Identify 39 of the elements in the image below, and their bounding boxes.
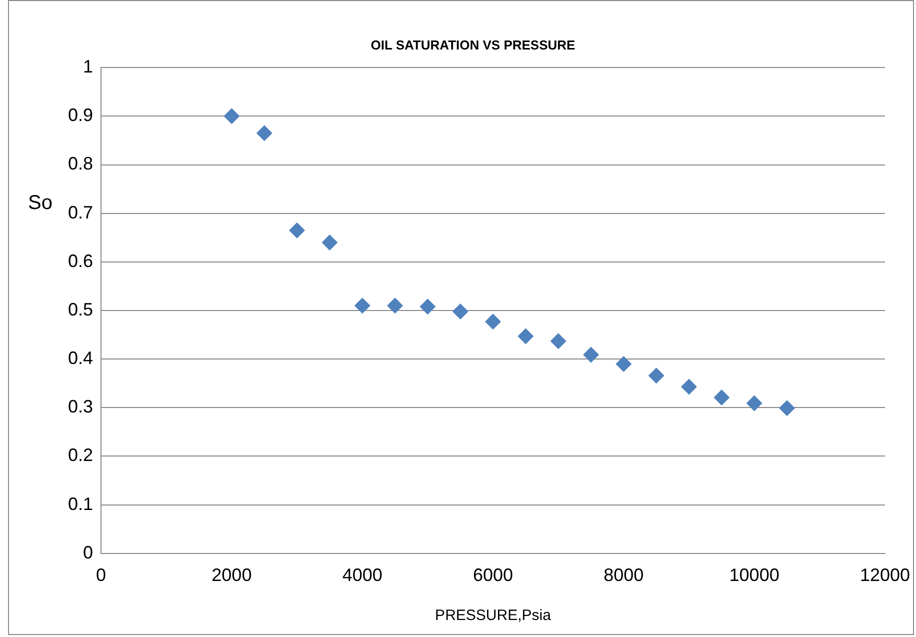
point [746,395,762,412]
point [550,333,566,350]
point [224,108,240,124]
x-tick-label: 6000 [472,565,514,586]
point [322,234,338,250]
point [616,356,632,372]
y-tick-label: 0.8 [68,154,94,174]
x-tick-label: 0 [96,565,106,586]
y-tick-label: 0.7 [68,202,94,222]
y-tick-label: 0.5 [68,299,94,320]
point [714,389,730,406]
point [518,328,534,344]
point [387,298,404,314]
y-tick-label: 0.2 [68,445,94,466]
y-axis-title: So [28,192,52,214]
point [485,314,501,330]
point [648,368,664,384]
point [680,378,697,395]
x-tick-label: 2000 [212,565,252,586]
point [289,222,306,238]
point [452,303,468,320]
point [582,346,599,363]
y-tick-label: 0.9 [68,105,94,126]
y-tick-label: 0.6 [68,250,94,271]
point [778,400,795,416]
y-tick-label: 0 [83,542,94,562]
x-tick-label: 10000 [729,565,780,586]
x-axis-title: PRESSURE,Psia [435,607,552,624]
chart-title: OIL SATURATION VS PRESSURE [370,37,576,52]
y-tick-label: 0.1 [68,494,94,514]
point [256,125,272,142]
point [420,298,436,315]
x-tick-label: 4000 [342,565,382,586]
y-tick-label: 0.4 [68,348,94,368]
y-tick-label: 0.3 [68,396,94,417]
point [354,298,370,314]
x-tick-label: 8000 [604,565,644,586]
x-tick-label: 12000 [860,565,910,586]
y-tick-label: 1 [83,56,94,77]
